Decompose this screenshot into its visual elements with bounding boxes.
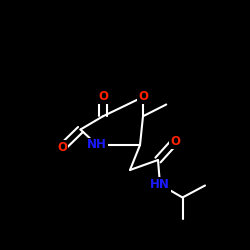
Text: O: O	[57, 141, 67, 154]
Text: O: O	[98, 90, 108, 104]
Text: O: O	[138, 90, 148, 104]
Text: O: O	[170, 135, 180, 148]
Text: HN: HN	[150, 178, 170, 191]
Text: NH: NH	[87, 138, 107, 151]
